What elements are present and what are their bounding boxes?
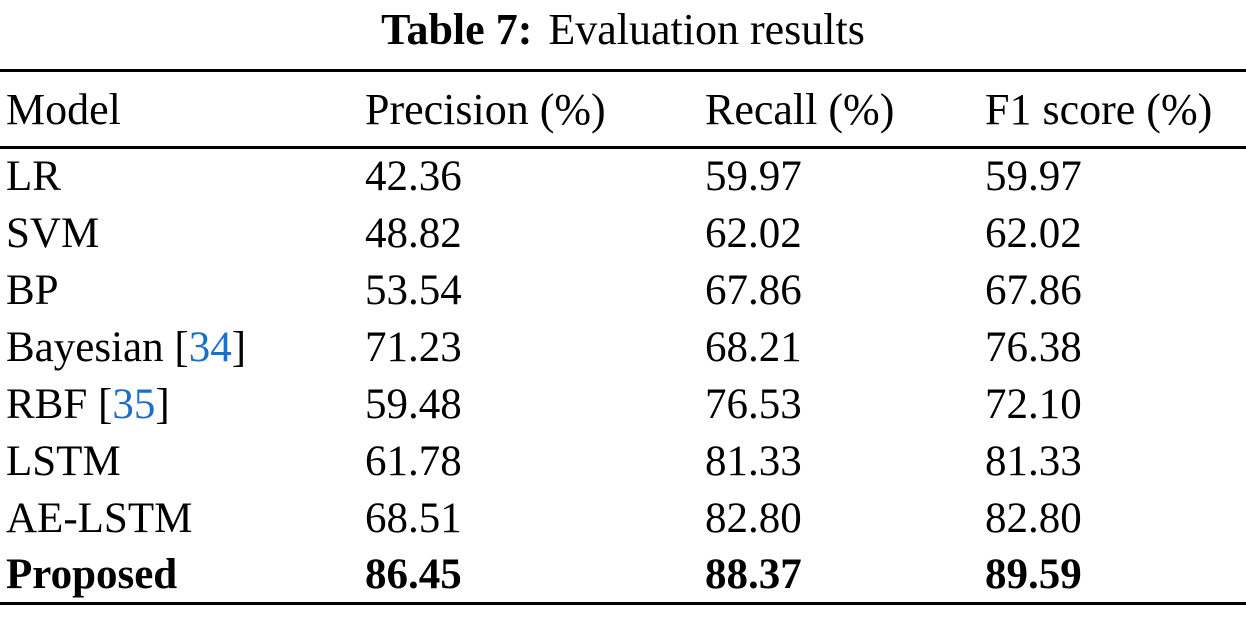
recall-cell: 82.80 (705, 494, 802, 542)
model-cell: RBF [35] (0, 376, 365, 433)
column-header-precision: Precision (%) (365, 84, 606, 134)
recall-cell: 67.86 (705, 266, 802, 314)
table-caption-title: Evaluation results (548, 5, 865, 54)
model-cell: AE-LSTM (6, 494, 193, 542)
precision-cell: 42.36 (365, 153, 462, 201)
table-caption: Table 7: Evaluation results (0, 0, 1246, 56)
f1-cell: 81.33 (985, 437, 1082, 485)
citation-link[interactable]: 34 (188, 323, 232, 371)
table-row-proposed: Proposed 86.45 88.37 89.59 (0, 547, 1246, 604)
header-row: Model Precision (%) Recall (%) F1 score … (0, 71, 1246, 148)
recall-cell: 81.33 (705, 437, 802, 485)
table-row: SVM 48.82 62.02 62.02 (0, 205, 1246, 262)
model-label: RBF (6, 380, 88, 428)
citation-bracket-open: [ (163, 323, 189, 371)
f1-cell: 62.02 (985, 209, 1082, 257)
model-cell: LR (6, 153, 61, 201)
model-label: Bayesian (6, 323, 164, 371)
precision-cell: 53.54 (365, 266, 462, 314)
table-row: RBF [35] 59.48 76.53 72.10 (0, 376, 1246, 433)
precision-cell: 59.48 (365, 380, 462, 428)
recall-cell: 68.21 (705, 323, 802, 371)
precision-cell: 68.51 (365, 494, 462, 542)
column-header-model: Model (6, 84, 121, 134)
recall-cell: 59.97 (705, 153, 802, 201)
precision-cell: 86.45 (365, 550, 462, 598)
f1-cell: 72.10 (985, 380, 1082, 428)
table-caption-number: Table 7: (381, 5, 533, 54)
f1-cell: 59.97 (985, 153, 1082, 201)
model-cell: Proposed (6, 550, 178, 598)
recall-cell: 88.37 (705, 550, 802, 598)
citation-link[interactable]: 35 (112, 380, 156, 428)
model-cell: LSTM (6, 437, 121, 485)
precision-cell: 71.23 (365, 323, 462, 371)
table-row: Bayesian [34] 71.23 68.21 76.38 (0, 319, 1246, 376)
citation-bracket-close: ] (155, 380, 170, 428)
f1-cell: 67.86 (985, 266, 1082, 314)
recall-cell: 76.53 (705, 380, 802, 428)
table-row: LR 42.36 59.97 59.97 (0, 148, 1246, 205)
evaluation-table: Model Precision (%) Recall (%) F1 score … (0, 69, 1246, 605)
column-header-f1: F1 score (%) (985, 84, 1213, 134)
precision-cell: 61.78 (365, 437, 462, 485)
recall-cell: 62.02 (705, 209, 802, 257)
model-cell: SVM (6, 209, 100, 257)
citation-bracket-close: ] (231, 323, 247, 371)
citation-bracket-open: [ (87, 380, 113, 428)
model-cell: Bayesian [34] (0, 319, 365, 376)
f1-cell: 89.59 (985, 550, 1082, 598)
column-header-recall: Recall (%) (705, 84, 895, 134)
model-cell: BP (6, 266, 59, 314)
f1-cell: 82.80 (985, 494, 1082, 542)
table-row: AE-LSTM 68.51 82.80 82.80 (0, 490, 1246, 547)
table-row: LSTM 61.78 81.33 81.33 (0, 433, 1246, 490)
precision-cell: 48.82 (365, 209, 462, 257)
table-row: BP 53.54 67.86 67.86 (0, 262, 1246, 319)
f1-cell: 76.38 (985, 323, 1082, 371)
